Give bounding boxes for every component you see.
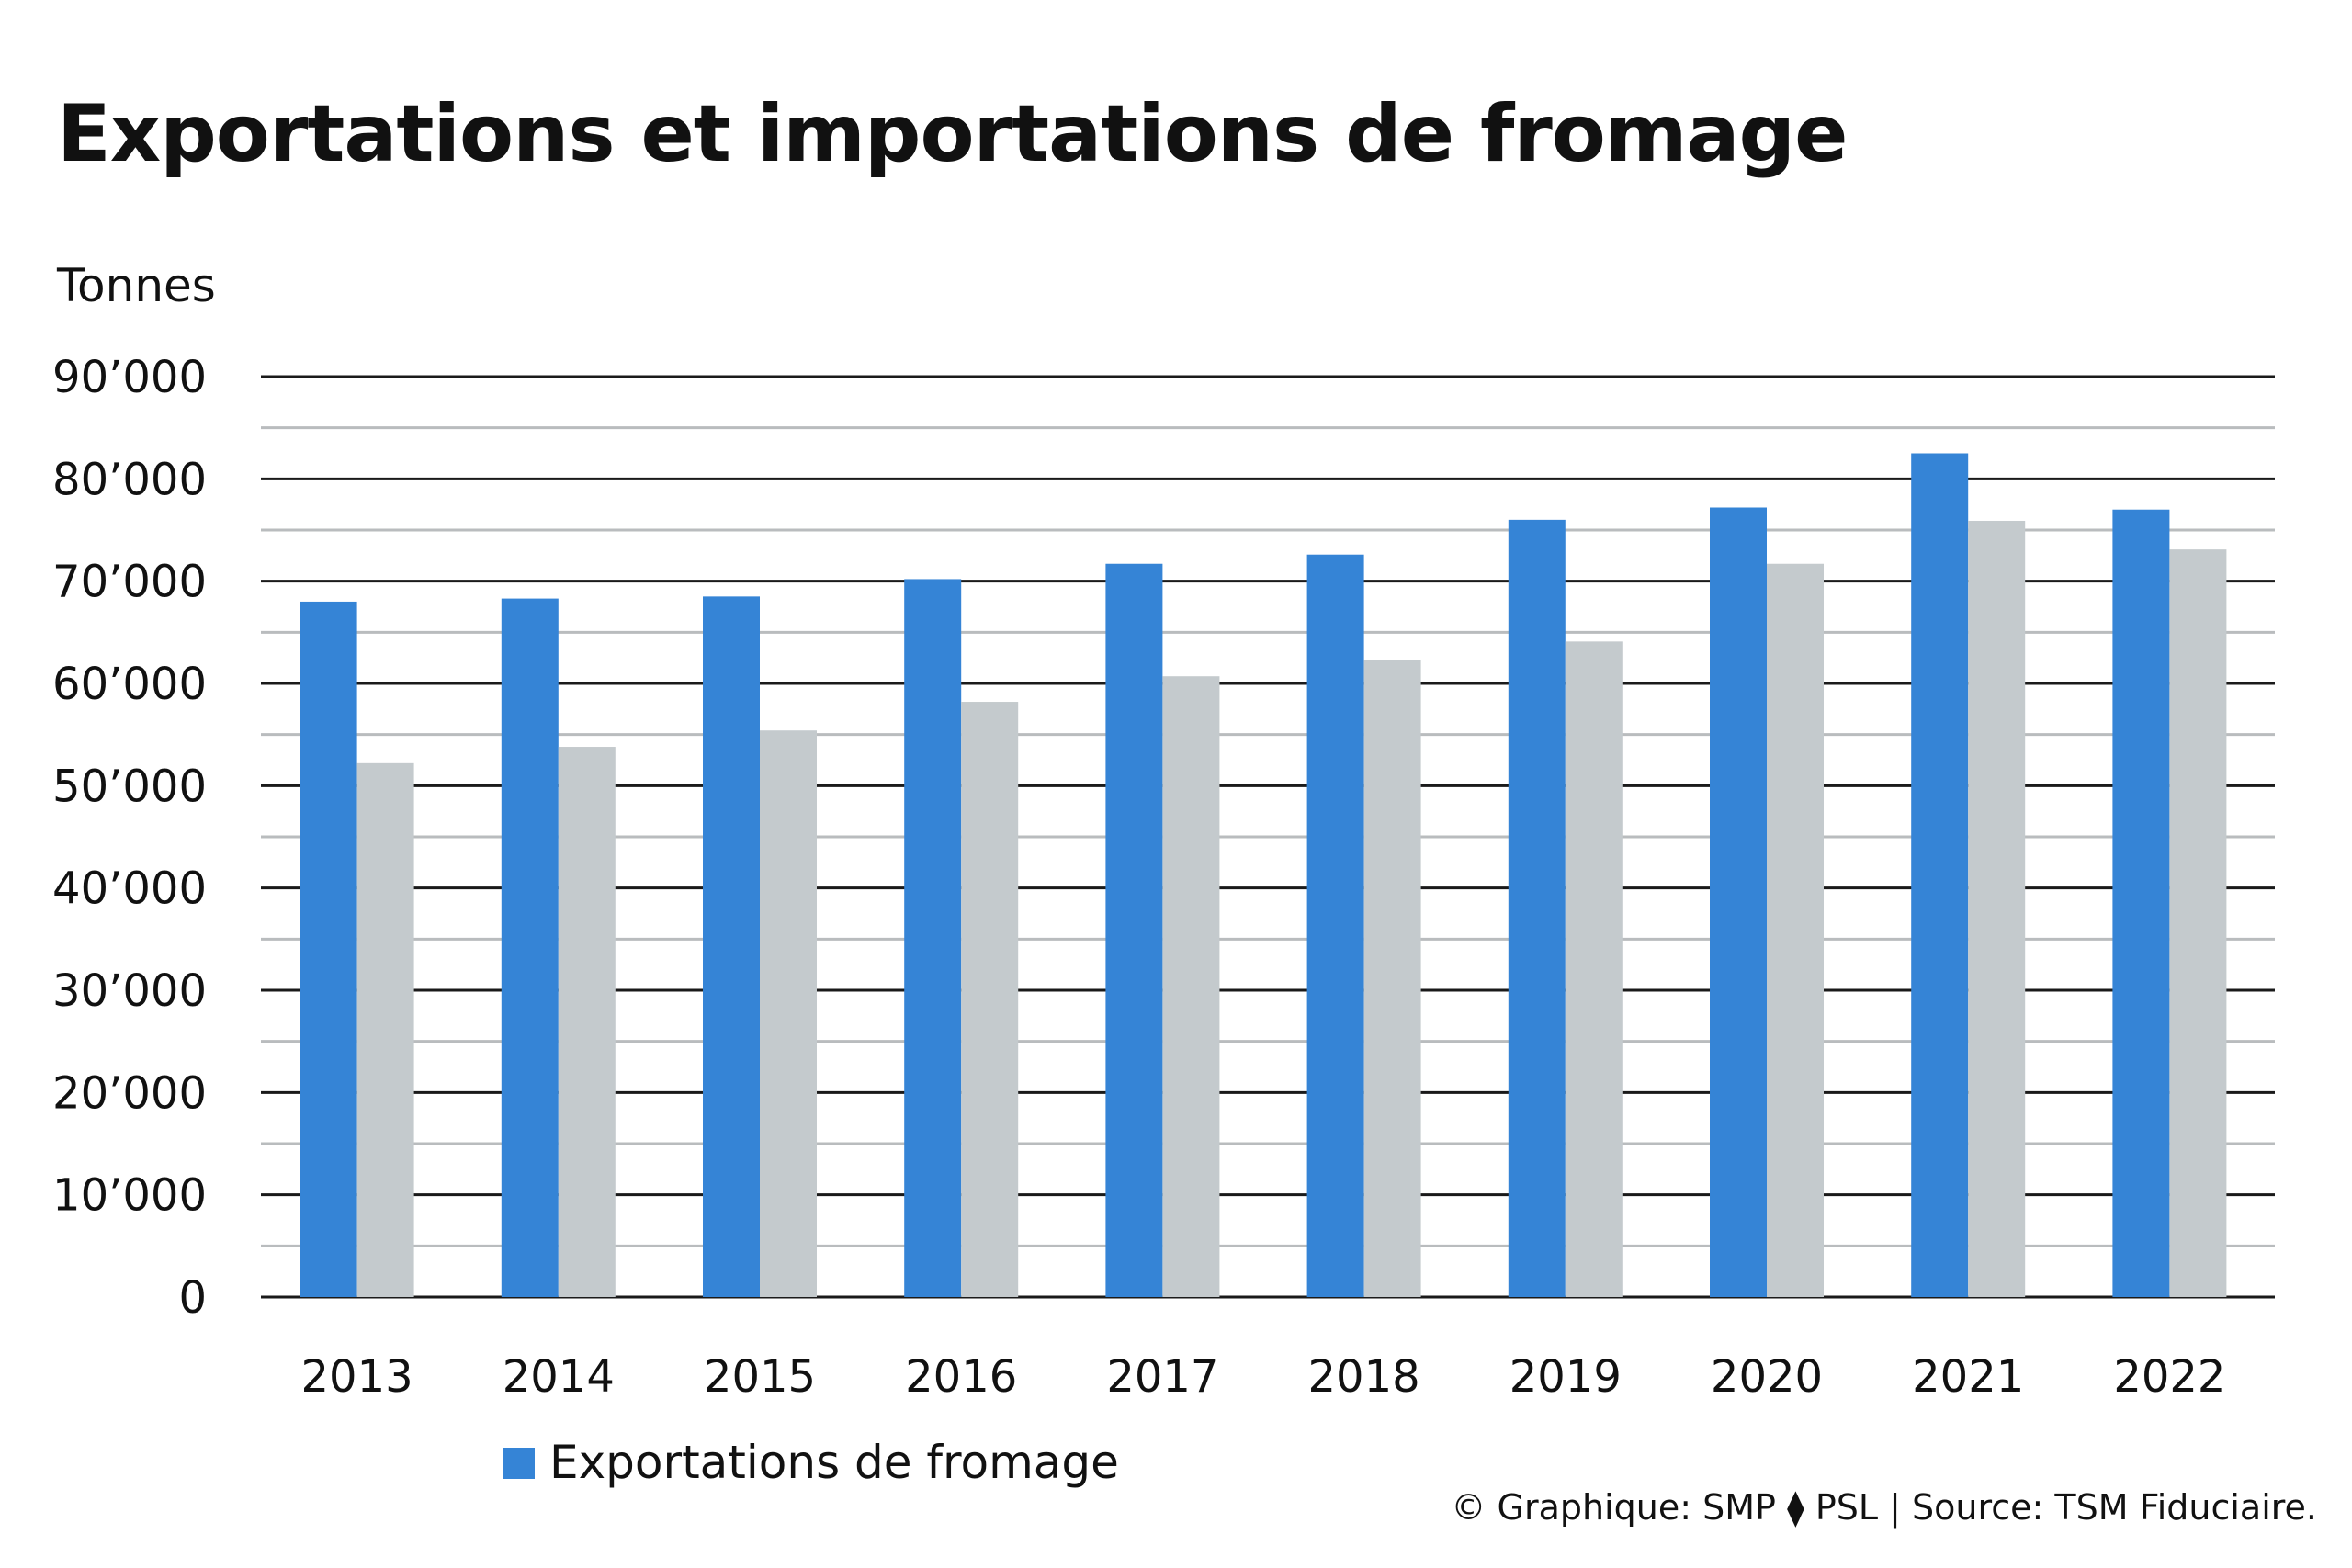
bars — [300, 453, 2227, 1297]
y-tick-label: 90’000 — [52, 352, 207, 403]
x-tick-label: 2018 — [1308, 1351, 1420, 1403]
bar-exports — [501, 598, 559, 1297]
bar-imports — [2169, 549, 2227, 1297]
bar-exports — [1105, 563, 1163, 1297]
y-tick-label: 40’000 — [52, 863, 207, 915]
bar-imports — [1968, 520, 2026, 1297]
bar-imports — [356, 762, 414, 1297]
bar-exports — [1911, 453, 1969, 1297]
bar-exports — [1508, 519, 1566, 1297]
y-axis-ticks: 0 10’000 20’000 30’000 40’000 50’000 60’000 70’… — [52, 352, 207, 1324]
x-tick-label: 2019 — [1510, 1351, 1622, 1403]
x-tick-label: 2017 — [1106, 1351, 1218, 1403]
y-tick-label: 70’000 — [52, 557, 207, 608]
x-axis-ticks: 2013 2014 2015 2016 2017 2018 2019 2020 2021 2022 — [301, 1351, 2226, 1403]
bar-exports — [1306, 554, 1364, 1297]
bar-exports — [904, 579, 962, 1297]
source-credit: © Graphique: SMP ⧫ PSL | Source: TSM Fid… — [1451, 1487, 2317, 1529]
x-tick-label: 2021 — [1912, 1351, 2024, 1403]
x-tick-label: 2022 — [2113, 1351, 2225, 1403]
y-tick-label: 30’000 — [52, 965, 207, 1017]
x-tick-label: 2013 — [301, 1351, 413, 1403]
y-tick-label: 10’000 — [52, 1170, 207, 1222]
bar-imports — [1565, 641, 1623, 1297]
x-tick-label: 2016 — [905, 1351, 1017, 1403]
bar-exports — [300, 601, 357, 1297]
bar-imports — [558, 747, 616, 1297]
legend-swatch-exports — [503, 1448, 535, 1479]
y-tick-label: 60’000 — [52, 659, 207, 710]
bar-imports — [760, 730, 817, 1297]
x-tick-label: 2015 — [704, 1351, 816, 1403]
bar-exports — [2112, 509, 2170, 1297]
chart-title: Exportations et importations de fromage — [57, 88, 1848, 180]
bar-exports — [703, 596, 760, 1297]
legend-label-exports: Exportations de fromage — [549, 1436, 1119, 1489]
y-tick-label: 50’000 — [52, 761, 207, 812]
y-tick-label: 0 — [178, 1272, 207, 1324]
y-axis-label: Tonnes — [56, 259, 216, 312]
x-tick-label: 2014 — [503, 1351, 615, 1403]
bar-imports — [1162, 676, 1220, 1297]
bar-imports — [961, 702, 1019, 1297]
y-tick-label: 20’000 — [52, 1067, 207, 1119]
bar-imports — [1363, 660, 1421, 1297]
legend: Exportations de fromage — [503, 1436, 1119, 1489]
y-tick-label: 80’000 — [52, 454, 207, 505]
x-tick-label: 2020 — [1711, 1351, 1823, 1403]
bar-imports — [1767, 563, 1824, 1297]
bar-exports — [1710, 507, 1767, 1297]
